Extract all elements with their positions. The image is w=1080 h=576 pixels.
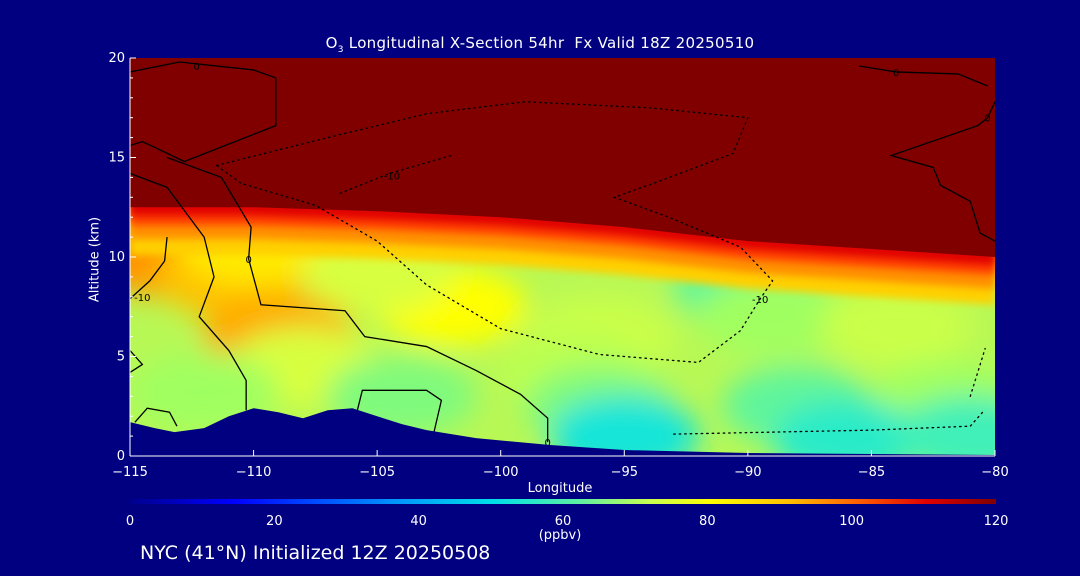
contour-label-7: 0 — [544, 438, 550, 449]
contour-zero-0 — [130, 61, 277, 163]
contour-label-6: 0 — [245, 255, 251, 266]
contour-labels: 0 0 0 -10 -10 -10 0 0 — [134, 62, 991, 449]
contour-zero-1 — [130, 172, 247, 411]
x-tick-label-4: −95 — [611, 465, 638, 480]
tropopause-band-3 — [130, 201, 995, 265]
colorbar-units-label: (ppbv) — [538, 528, 582, 543]
contour-zero-4 — [130, 350, 144, 373]
x-ticks: −115 −110 −105 −100 −95 −90 −85 −80 — [112, 450, 1009, 480]
colorbar-tick-label-5: 100 — [839, 514, 864, 529]
contour-label-0: 0 — [194, 62, 200, 73]
contour-minus10-1 — [339, 154, 452, 194]
colorbar-tick-label-1: 20 — [266, 514, 283, 529]
contour-zero-7 — [858, 65, 988, 87]
y-ticks: 0 5 10 15 20 — [108, 51, 136, 464]
ozone-sample-18 — [771, 400, 922, 456]
contour-zero-3 — [130, 237, 168, 300]
ozone-sample-17 — [549, 396, 700, 456]
x-tick-label-1: −110 — [236, 465, 272, 480]
contour-label-1: 0 — [893, 68, 899, 79]
x-tick-label-7: −80 — [981, 465, 1008, 480]
y-axis-label: Altitude (km) — [87, 216, 103, 303]
terrain — [130, 408, 995, 456]
tropopause-band-2 — [130, 201, 995, 275]
colorbar-tick-label-3: 60 — [555, 514, 572, 529]
x-tick-label-2: −105 — [359, 465, 395, 480]
y-tick-label-4: 20 — [108, 51, 125, 66]
x-tick-label-5: −90 — [734, 465, 761, 480]
y-tick-label-2: 10 — [108, 250, 125, 265]
plot-area: 0 0 0 -10 -10 -10 0 0 — [130, 58, 995, 456]
contour-zero-6 — [354, 389, 443, 433]
colorbar-tick-label-2: 40 — [410, 514, 427, 529]
x-tick-label-6: −85 — [858, 465, 885, 480]
chart-title: O3 Longitudinal X-Section 54hr Fx Valid … — [0, 34, 1080, 55]
contour-zero-2 — [166, 156, 549, 443]
contour-zero-8 — [889, 101, 995, 242]
title-text: Longitudinal X-Section 54hr Fx Valid 18Z… — [343, 34, 755, 52]
stratosphere-region — [130, 58, 995, 257]
contour-label-3: -10 — [384, 171, 400, 182]
contour-minus10-0 — [215, 101, 774, 364]
title-species: O — [325, 34, 338, 52]
colorbar-ticks: 0 20 40 60 80 100 120 — [126, 514, 1009, 529]
x-tick-label-0: −115 — [112, 465, 148, 480]
colorbar-tick-label-0: 0 — [126, 514, 134, 529]
contour-label-5: -10 — [134, 293, 150, 304]
contour-label-2: 0 — [984, 114, 990, 125]
colorbar — [130, 499, 996, 504]
ozone-sample-19 — [895, 396, 995, 456]
contour-lines — [130, 61, 995, 443]
footer-caption: NYC (41°N) Initialized 12Z 20250508 — [140, 542, 491, 564]
ozone-sample-7 — [697, 276, 848, 357]
ozone-sample-8 — [821, 286, 972, 367]
colorbar-tick-label-6: 120 — [984, 514, 1009, 529]
contour-minus10-2 — [673, 411, 984, 435]
y-tick-label-1: 5 — [117, 350, 125, 365]
colorbar-tick-label-4: 80 — [699, 514, 716, 529]
x-tick-label-3: −100 — [483, 465, 519, 480]
x-axis-label: Longitude — [527, 481, 593, 496]
contour-label-4: -10 — [752, 295, 768, 306]
contour-zero-5 — [134, 407, 178, 427]
title-subscript: 3 — [337, 45, 344, 55]
y-tick-label-3: 15 — [108, 151, 125, 166]
y-tick-label-0: 0 — [117, 449, 125, 464]
